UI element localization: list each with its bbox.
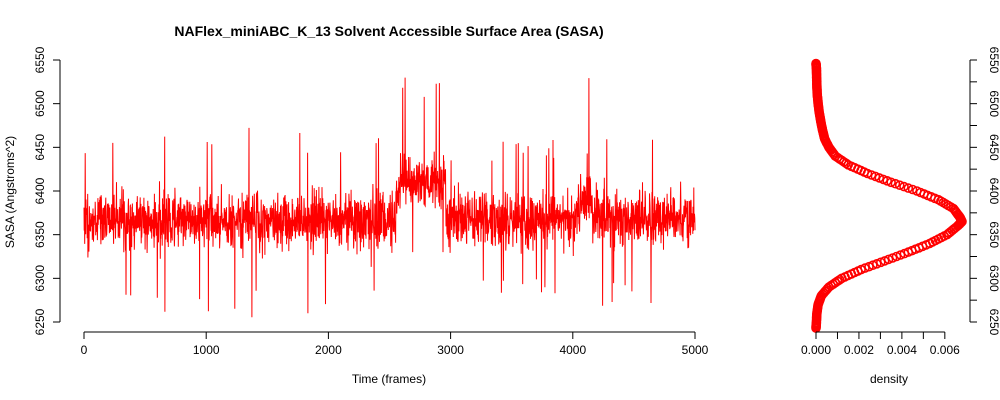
- density-y-tick-label: 6550: [987, 47, 1000, 74]
- density-point: [894, 180, 905, 190]
- density-x-axis-label: density: [870, 372, 908, 386]
- density-x-tick-label: 0.006: [930, 343, 960, 357]
- x-tick-label: 2000: [315, 343, 342, 357]
- sasa-line: [83, 77, 696, 318]
- density-x-tick-label: 0.002: [844, 343, 874, 357]
- density-point: [907, 184, 918, 195]
- sasa-series-line: [83, 77, 696, 318]
- density-y-tick-label: 6400: [987, 178, 1000, 205]
- timeseries-panel: NAFlex_miniABC_K_13 Solvent Accessible S…: [3, 23, 709, 386]
- y-tick-label: 6500: [33, 90, 47, 117]
- density-panel: 0.000 0.002 0.004 0.006 6250 6300 6350 6400 645…: [801, 47, 1000, 386]
- x-tick-label: 0: [81, 343, 88, 357]
- density-point: [890, 178, 901, 189]
- y-tick-label: 6350: [33, 221, 47, 248]
- x-axis-label: Time (frames): [352, 372, 426, 386]
- density-point: [834, 274, 845, 285]
- y-tick-label: 6550: [33, 46, 47, 73]
- y-tick-label: 6400: [33, 177, 47, 204]
- density-point: [912, 186, 922, 196]
- density-y-axis: 6250 6300 6350 6400 6450 6500 6550: [969, 47, 1000, 336]
- density-y-tick-label: 6300: [987, 265, 1000, 292]
- x-tick-label: 3000: [437, 343, 464, 357]
- density-x-tick-label: 0.004: [887, 343, 917, 357]
- density-series: [811, 58, 967, 333]
- density-point: [899, 181, 909, 192]
- y-tick-label: 6250: [33, 308, 47, 335]
- density-y-tick-label: 6500: [987, 90, 1000, 117]
- density-y-tick-label: 6450: [987, 134, 1000, 161]
- x-tick-label: 5000: [682, 343, 709, 357]
- y-tick-label: 6450: [33, 134, 47, 161]
- density-x-axis: 0.000 0.002 0.004 0.006: [801, 331, 960, 357]
- y-axis-label: SASA (Angstroms^2): [3, 136, 17, 248]
- y-tick-label: 6300: [33, 265, 47, 292]
- density-y-tick-label: 6250: [987, 309, 1000, 336]
- density-y-tick-label: 6350: [987, 221, 1000, 248]
- chart-title: NAFlex_miniABC_K_13 Solvent Accessible S…: [174, 23, 603, 39]
- density-point: [811, 58, 821, 69]
- y-axis: 6250 6300 6350 6400 6450 6500 6550: [33, 46, 61, 335]
- density-x-tick-label: 0.000: [801, 343, 831, 357]
- x-tick-label: 1000: [193, 343, 220, 357]
- density-point: [903, 183, 914, 193]
- x-tick-label: 4000: [559, 343, 586, 357]
- x-axis: 0 1000 2000 3000 4000 5000: [81, 331, 709, 357]
